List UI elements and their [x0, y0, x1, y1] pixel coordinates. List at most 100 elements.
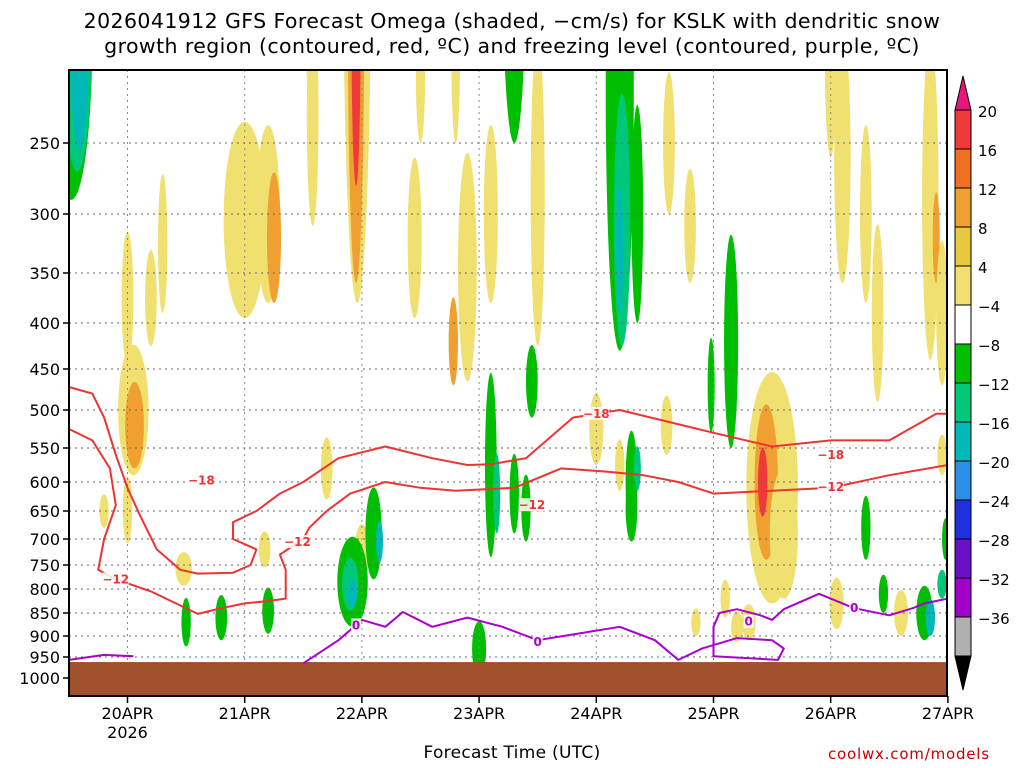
omega-shaded-cell [375, 520, 383, 563]
colorbar-label: −36 [978, 610, 1010, 628]
omega-shaded-cell [834, 70, 851, 283]
plot-background [69, 70, 947, 696]
colorbar-swatch [954, 304, 972, 345]
y-tick-label: 700 [29, 530, 60, 549]
omega-shaded-cell [861, 495, 871, 560]
colorbar-label: −8 [978, 337, 1000, 355]
omega-shaded-cell [451, 70, 461, 143]
colorbar-label: −24 [978, 493, 1010, 511]
omega-shaded-cell [731, 611, 743, 643]
omega-shaded-cell [458, 152, 477, 382]
contour-label: −12 [284, 535, 311, 549]
colorbar-swatch [954, 382, 972, 423]
omega-shaded-cell [829, 577, 844, 630]
y-tick-label: 650 [29, 502, 60, 521]
omega-shaded-cell [320, 437, 333, 500]
omega-shaded-cell [415, 70, 426, 143]
contour-label-background [102, 572, 129, 586]
x-axis: 20APR 21APR 22APR 23APR 24APR 25APR 26APR 27APR… [101, 696, 974, 742]
colorbar-swatch [954, 538, 972, 579]
omega-shaded-cell [109, 1, 123, 58]
y-tick-label: 600 [29, 473, 60, 492]
omega-shaded-cell [878, 574, 889, 613]
site-credit[interactable]: coolwx.com/models [828, 745, 990, 763]
y-tick-label: 900 [29, 627, 60, 646]
contour-label: −12 [102, 572, 129, 586]
contour-label-background [532, 634, 543, 648]
colorbar-swatch [954, 343, 972, 384]
omega-shaded-cell [504, 70, 524, 143]
omega-shaded-cell [351, 70, 361, 186]
omega-shaded-cell [125, 382, 144, 469]
omega-shaded-cell [925, 599, 936, 636]
y-tick-label: 850 [29, 604, 60, 623]
omega-shaded-cell [860, 125, 872, 303]
colorbar-swatch [954, 460, 972, 501]
omega-shaded-cell [266, 172, 282, 303]
contour-label: 0 [744, 615, 752, 629]
dendritic-growth-contour [69, 386, 947, 575]
omega-shaded-cell [99, 494, 109, 528]
y-tick-label: 500 [29, 401, 60, 420]
chart-title-line-1: 2026041912 GFS Forecast Omega (shaded, −… [83, 9, 941, 33]
gridlines [69, 70, 947, 696]
y-tick-label: 550 [29, 439, 60, 458]
omega-shaded-cell [215, 595, 228, 641]
y-tick-label: 400 [29, 314, 60, 333]
y-tick-label: 950 [29, 648, 60, 667]
omega-shaded-cell [942, 518, 947, 560]
omega-shaded-cell [509, 453, 519, 534]
contour-lines [69, 386, 947, 665]
omega-shaded-cell [720, 579, 730, 618]
y-axis: 250 300 350 400 450 500 550 600 650 700 750 800 850 9… [19, 134, 69, 688]
omega-shaded-cell [615, 439, 625, 491]
contour-label-background [817, 480, 844, 494]
omega-shaded-cell [758, 447, 768, 517]
contour-label: −12 [817, 480, 844, 494]
omega-shaded-cell [633, 446, 641, 491]
colorbar-label: −20 [978, 454, 1010, 472]
omega-shaded-cell [691, 608, 701, 636]
y-tick-label: 750 [29, 556, 60, 575]
x-year-label: 2026 [107, 723, 148, 742]
omega-shaded-cell [175, 552, 192, 586]
colorbar-top-arrow [954, 75, 972, 111]
omega-shaded-cell [71, 70, 88, 151]
y-tick-label: 300 [29, 205, 60, 224]
colorbar-label: 8 [978, 220, 988, 238]
contour-labels: −18 −12 −12 −12 −18 −18 −12 0 0 0 0 [102, 406, 860, 649]
omega-shaded-cell [631, 105, 644, 323]
contour-label-background [817, 447, 844, 461]
contour-label: 0 [850, 601, 858, 615]
omega-shaded-cell [922, 70, 939, 360]
omega-shaded-cell [157, 174, 168, 313]
colorbar-swatch [954, 187, 972, 228]
omega-shaded-cell [448, 297, 459, 386]
x-tick-label: 23APR [453, 704, 505, 723]
colorbar-swatch [954, 616, 972, 657]
colorbar-legend: 20 16 12 8 4 −4 −8 −12 −16 −20 −24 −28 −32 −36 [954, 75, 1010, 691]
colorbar-label: −32 [978, 571, 1010, 589]
contour-label: −18 [817, 448, 844, 462]
omega-shaded-cell [871, 224, 884, 402]
x-tick-label: 22APR [336, 704, 388, 723]
contour-label: 0 [352, 618, 360, 632]
y-tick-label: 350 [29, 264, 60, 283]
omega-shaded-cell [893, 590, 909, 636]
plot-frame [68, 69, 948, 697]
omega-shaded-cell [932, 192, 940, 283]
omega-shaded-cell [936, 240, 947, 386]
omega-shaded-cell [306, 70, 319, 226]
omega-shaded-cell [530, 70, 545, 346]
colorbar-label: −12 [978, 376, 1010, 394]
colorbar-label: 20 [978, 103, 997, 121]
chart-title-line-2: growth region (contoured, red, ºC) and f… [104, 34, 920, 58]
contour-label-background [583, 406, 610, 420]
omega-shaded-cell [347, 579, 358, 609]
x-tick-label: 27APR [922, 704, 974, 723]
dendritic-growth-contour [69, 428, 947, 615]
contour-label-background [849, 601, 860, 615]
freezing-level-contour [302, 592, 947, 665]
contour-label-background [743, 614, 754, 628]
